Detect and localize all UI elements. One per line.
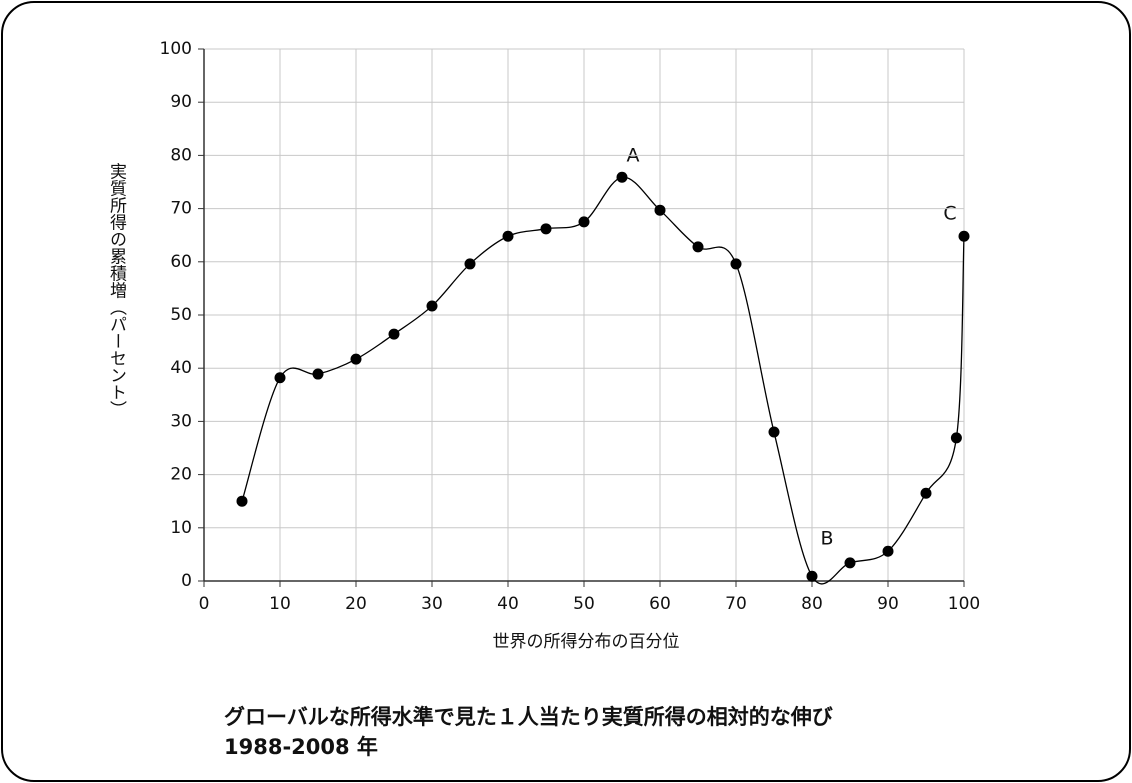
chart-subtitle: 1988-2008 年 — [224, 735, 378, 759]
point — [540, 223, 552, 235]
x-tick-label: 50 — [573, 594, 595, 614]
point — [654, 204, 666, 216]
y-tick-label: 40 — [170, 358, 192, 378]
point — [882, 545, 894, 557]
y-tick-label: 30 — [170, 411, 192, 431]
x-tick-label: 80 — [801, 594, 823, 614]
y-tick-label: 70 — [170, 199, 192, 219]
x-tick-label: 90 — [877, 594, 899, 614]
point — [350, 353, 362, 365]
annotation: B — [820, 528, 833, 550]
point — [920, 487, 932, 499]
point — [692, 241, 704, 253]
point — [274, 372, 286, 384]
point — [768, 426, 780, 438]
x-axis-label: 世界の所得分布の百分位 — [493, 632, 680, 652]
x-tick-label: 0 — [199, 594, 210, 614]
x-tick-label: 60 — [649, 594, 671, 614]
y-tick-label: 60 — [170, 252, 192, 272]
point — [312, 368, 324, 380]
point — [616, 171, 628, 183]
y-tick-label: 0 — [181, 571, 192, 591]
x-tick-label: 20 — [345, 594, 367, 614]
y-tick-label: 20 — [170, 465, 192, 485]
point — [958, 230, 970, 242]
point — [844, 557, 856, 569]
y-axis-label: 実質所得の累積増（パーセント） — [106, 162, 127, 417]
annotation: C — [943, 203, 956, 225]
y-tick-label: 80 — [170, 145, 192, 165]
point — [730, 258, 742, 270]
x-tick-label: 40 — [497, 594, 519, 614]
point — [426, 300, 438, 312]
y-tick-label: 90 — [170, 92, 192, 112]
point — [806, 570, 818, 582]
y-tick-label: 50 — [170, 305, 192, 325]
point — [236, 495, 248, 507]
chart-title: グローバルな所得水準で見た１人当たり実質所得の相対的な伸び — [224, 705, 833, 729]
y-tick-label: 100 — [160, 39, 192, 59]
x-tick-label: 10 — [269, 594, 291, 614]
x-tick-label: 30 — [421, 594, 443, 614]
point — [388, 328, 400, 340]
point — [502, 230, 514, 242]
x-tick-label: 100 — [948, 594, 980, 614]
y-tick-label: 10 — [170, 518, 192, 538]
point — [464, 258, 476, 270]
x-tick-label: 70 — [725, 594, 747, 614]
point — [950, 432, 962, 444]
point — [578, 216, 590, 228]
